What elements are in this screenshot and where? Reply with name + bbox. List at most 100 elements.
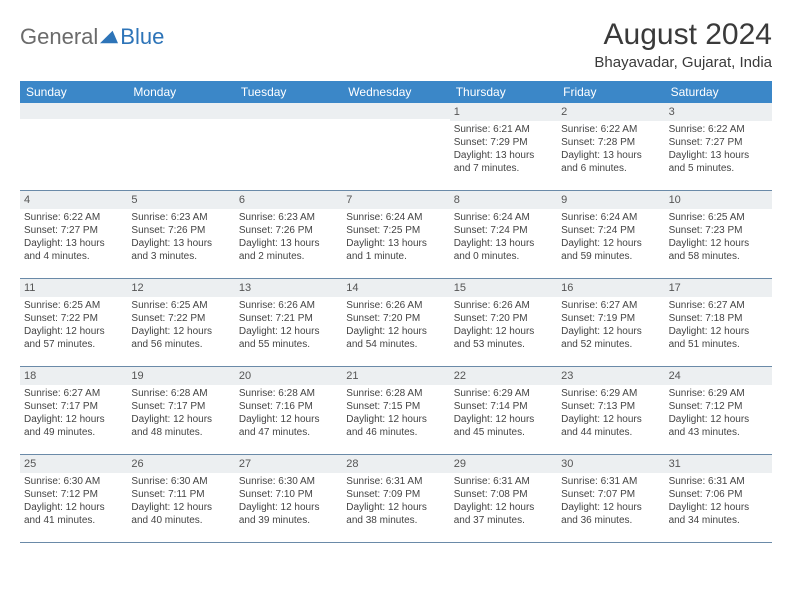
cell-body: Sunrise: 6:28 AMSunset: 7:17 PMDaylight:…	[127, 385, 234, 443]
day-number: 13	[235, 279, 342, 297]
day-number: 30	[557, 455, 664, 473]
sunset-text: Sunset: 7:12 PM	[24, 488, 123, 501]
day-header: Sunday	[20, 81, 127, 103]
sunset-text: Sunset: 7:28 PM	[561, 136, 660, 149]
day-number: 28	[342, 455, 449, 473]
day-number: 25	[20, 455, 127, 473]
header: General Blue August 2024 Bhayavadar, Guj…	[20, 18, 772, 71]
sunrise-text: Sunrise: 6:29 AM	[561, 387, 660, 400]
cell-body: Sunrise: 6:24 AMSunset: 7:25 PMDaylight:…	[342, 209, 449, 267]
cell-body: Sunrise: 6:28 AMSunset: 7:15 PMDaylight:…	[342, 385, 449, 443]
calendar-page: General Blue August 2024 Bhayavadar, Guj…	[0, 0, 792, 561]
cell-body: Sunrise: 6:25 AMSunset: 7:22 PMDaylight:…	[20, 297, 127, 355]
daylight-text: Daylight: 12 hours and 51 minutes.	[669, 325, 768, 351]
day-number: 7	[342, 191, 449, 209]
calendar-cell: 6Sunrise: 6:23 AMSunset: 7:26 PMDaylight…	[235, 191, 342, 279]
sunset-text: Sunset: 7:08 PM	[454, 488, 553, 501]
daylight-text: Daylight: 12 hours and 45 minutes.	[454, 413, 553, 439]
sunrise-text: Sunrise: 6:21 AM	[454, 123, 553, 136]
daylight-text: Daylight: 12 hours and 40 minutes.	[131, 501, 230, 527]
cell-body: Sunrise: 6:24 AMSunset: 7:24 PMDaylight:…	[557, 209, 664, 267]
sunset-text: Sunset: 7:27 PM	[24, 224, 123, 237]
cell-body: Sunrise: 6:31 AMSunset: 7:08 PMDaylight:…	[450, 473, 557, 531]
daylight-text: Daylight: 12 hours and 38 minutes.	[346, 501, 445, 527]
calendar-cell: 14Sunrise: 6:26 AMSunset: 7:20 PMDayligh…	[342, 279, 449, 367]
day-header: Wednesday	[342, 81, 449, 103]
calendar-cell: 21Sunrise: 6:28 AMSunset: 7:15 PMDayligh…	[342, 367, 449, 455]
calendar-cell: 18Sunrise: 6:27 AMSunset: 7:17 PMDayligh…	[20, 367, 127, 455]
calendar-cell: 29Sunrise: 6:31 AMSunset: 7:08 PMDayligh…	[450, 455, 557, 543]
day-number	[342, 103, 449, 119]
cell-body: Sunrise: 6:22 AMSunset: 7:28 PMDaylight:…	[557, 121, 664, 179]
sunrise-text: Sunrise: 6:26 AM	[346, 299, 445, 312]
sunset-text: Sunset: 7:11 PM	[131, 488, 230, 501]
cell-body: Sunrise: 6:25 AMSunset: 7:23 PMDaylight:…	[665, 209, 772, 267]
cell-body: Sunrise: 6:27 AMSunset: 7:17 PMDaylight:…	[20, 385, 127, 443]
sunrise-text: Sunrise: 6:26 AM	[454, 299, 553, 312]
cell-body: Sunrise: 6:30 AMSunset: 7:12 PMDaylight:…	[20, 473, 127, 531]
sunset-text: Sunset: 7:14 PM	[454, 400, 553, 413]
sunrise-text: Sunrise: 6:27 AM	[669, 299, 768, 312]
calendar-cell: 13Sunrise: 6:26 AMSunset: 7:21 PMDayligh…	[235, 279, 342, 367]
day-number: 23	[557, 367, 664, 385]
day-number: 4	[20, 191, 127, 209]
daylight-text: Daylight: 12 hours and 49 minutes.	[24, 413, 123, 439]
calendar-cell: 4Sunrise: 6:22 AMSunset: 7:27 PMDaylight…	[20, 191, 127, 279]
calendar-cell	[342, 103, 449, 191]
sunrise-text: Sunrise: 6:22 AM	[669, 123, 768, 136]
daylight-text: Daylight: 12 hours and 34 minutes.	[669, 501, 768, 527]
sunrise-text: Sunrise: 6:28 AM	[239, 387, 338, 400]
sunrise-text: Sunrise: 6:30 AM	[239, 475, 338, 488]
daylight-text: Daylight: 13 hours and 1 minute.	[346, 237, 445, 263]
sunrise-text: Sunrise: 6:29 AM	[669, 387, 768, 400]
cell-body: Sunrise: 6:30 AMSunset: 7:10 PMDaylight:…	[235, 473, 342, 531]
calendar-cell: 16Sunrise: 6:27 AMSunset: 7:19 PMDayligh…	[557, 279, 664, 367]
calendar-cell: 7Sunrise: 6:24 AMSunset: 7:25 PMDaylight…	[342, 191, 449, 279]
day-number: 3	[665, 103, 772, 121]
sunrise-text: Sunrise: 6:22 AM	[561, 123, 660, 136]
day-number	[20, 103, 127, 119]
calendar-cell: 3Sunrise: 6:22 AMSunset: 7:27 PMDaylight…	[665, 103, 772, 191]
daylight-text: Daylight: 12 hours and 52 minutes.	[561, 325, 660, 351]
day-number: 27	[235, 455, 342, 473]
calendar-cell: 9Sunrise: 6:24 AMSunset: 7:24 PMDaylight…	[557, 191, 664, 279]
day-header: Friday	[557, 81, 664, 103]
day-number: 9	[557, 191, 664, 209]
sunset-text: Sunset: 7:22 PM	[131, 312, 230, 325]
daylight-text: Daylight: 12 hours and 43 minutes.	[669, 413, 768, 439]
sunrise-text: Sunrise: 6:30 AM	[131, 475, 230, 488]
sunset-text: Sunset: 7:22 PM	[24, 312, 123, 325]
day-number: 6	[235, 191, 342, 209]
calendar-cell: 24Sunrise: 6:29 AMSunset: 7:12 PMDayligh…	[665, 367, 772, 455]
day-number: 19	[127, 367, 234, 385]
calendar-cell: 30Sunrise: 6:31 AMSunset: 7:07 PMDayligh…	[557, 455, 664, 543]
day-number	[127, 103, 234, 119]
sunrise-text: Sunrise: 6:25 AM	[669, 211, 768, 224]
sunset-text: Sunset: 7:19 PM	[561, 312, 660, 325]
calendar-grid: SundayMondayTuesdayWednesdayThursdayFrid…	[20, 81, 772, 543]
cell-body: Sunrise: 6:31 AMSunset: 7:09 PMDaylight:…	[342, 473, 449, 531]
day-number: 2	[557, 103, 664, 121]
cell-body: Sunrise: 6:31 AMSunset: 7:07 PMDaylight:…	[557, 473, 664, 531]
sunrise-text: Sunrise: 6:23 AM	[131, 211, 230, 224]
daylight-text: Daylight: 12 hours and 44 minutes.	[561, 413, 660, 439]
sunrise-text: Sunrise: 6:29 AM	[454, 387, 553, 400]
calendar-cell	[20, 103, 127, 191]
cell-body	[342, 119, 449, 125]
sunset-text: Sunset: 7:24 PM	[454, 224, 553, 237]
daylight-text: Daylight: 12 hours and 54 minutes.	[346, 325, 445, 351]
calendar-cell	[235, 103, 342, 191]
day-number: 14	[342, 279, 449, 297]
cell-body: Sunrise: 6:21 AMSunset: 7:29 PMDaylight:…	[450, 121, 557, 179]
calendar-cell: 5Sunrise: 6:23 AMSunset: 7:26 PMDaylight…	[127, 191, 234, 279]
cell-body	[20, 119, 127, 125]
day-number: 17	[665, 279, 772, 297]
sunset-text: Sunset: 7:27 PM	[669, 136, 768, 149]
sunset-text: Sunset: 7:26 PM	[239, 224, 338, 237]
sunrise-text: Sunrise: 6:28 AM	[131, 387, 230, 400]
daylight-text: Daylight: 12 hours and 37 minutes.	[454, 501, 553, 527]
sunrise-text: Sunrise: 6:27 AM	[561, 299, 660, 312]
daylight-text: Daylight: 13 hours and 0 minutes.	[454, 237, 553, 263]
calendar-cell: 8Sunrise: 6:24 AMSunset: 7:24 PMDaylight…	[450, 191, 557, 279]
sunset-text: Sunset: 7:09 PM	[346, 488, 445, 501]
